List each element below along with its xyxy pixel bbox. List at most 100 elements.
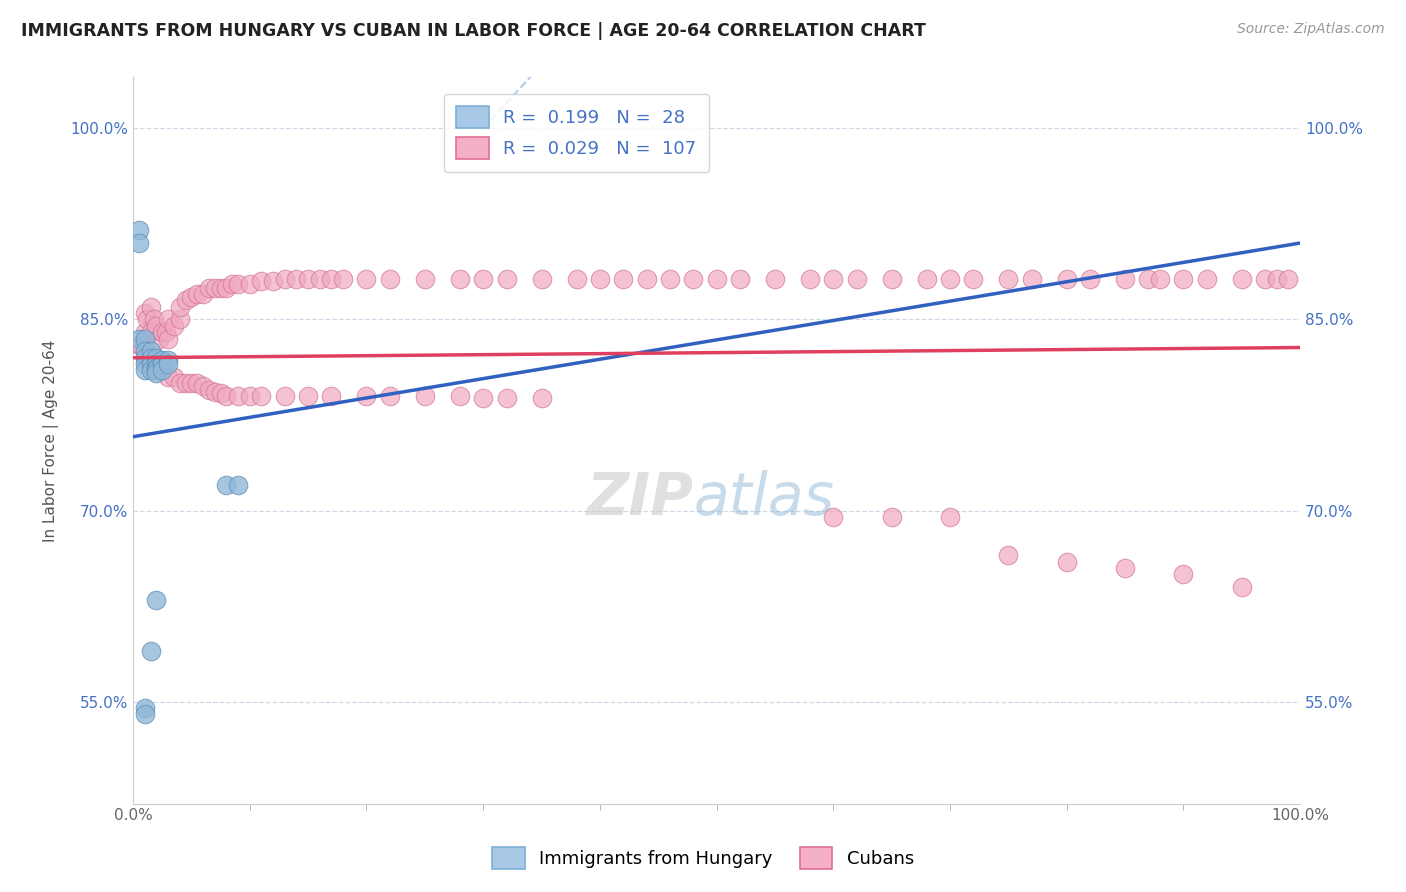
Point [129, 338, 152, 352]
Point [157, 312, 180, 326]
Point [204, 280, 226, 294]
Point [221, 277, 243, 291]
Point [472, 271, 495, 285]
Point [139, 363, 162, 377]
Point [139, 644, 162, 658]
Point [250, 389, 273, 403]
Point [157, 332, 180, 346]
Point [1056, 555, 1078, 569]
Point [915, 271, 938, 285]
Point [378, 271, 401, 285]
Point [682, 271, 704, 285]
Point [495, 271, 517, 285]
Point [1021, 271, 1043, 285]
Point [139, 300, 162, 314]
Point [134, 701, 156, 715]
Point [472, 392, 495, 406]
Point [530, 271, 553, 285]
Point [823, 271, 845, 285]
Point [155, 325, 177, 339]
Point [962, 271, 984, 285]
Point [612, 271, 634, 285]
Point [186, 287, 208, 301]
Point [134, 344, 156, 359]
Point [658, 271, 681, 285]
Point [191, 287, 214, 301]
Point [250, 274, 273, 288]
Point [198, 280, 221, 294]
Point [1114, 271, 1136, 285]
Point [145, 318, 167, 333]
Point [145, 360, 167, 375]
Point [134, 707, 156, 722]
Point [157, 353, 180, 368]
Point [128, 338, 150, 352]
Point [799, 271, 821, 285]
Text: Source: ZipAtlas.com: Source: ZipAtlas.com [1237, 22, 1385, 37]
Point [180, 289, 202, 303]
Point [150, 363, 173, 377]
Text: atlas: atlas [693, 470, 834, 527]
Point [1173, 567, 1195, 582]
Point [1265, 271, 1288, 285]
Point [297, 271, 319, 285]
Point [139, 357, 162, 371]
Point [174, 293, 197, 308]
Point [157, 357, 180, 371]
Point [226, 478, 249, 492]
Point [174, 376, 197, 391]
Point [636, 271, 658, 285]
Point [530, 392, 553, 406]
Point [356, 389, 378, 403]
Point [148, 332, 170, 346]
Point [997, 271, 1019, 285]
Point [186, 376, 208, 391]
Point [150, 325, 173, 339]
Point [1277, 271, 1299, 285]
Point [139, 351, 162, 365]
Legend: Immigrants from Hungary, Cubans: Immigrants from Hungary, Cubans [485, 839, 921, 876]
Point [191, 378, 214, 392]
Point [134, 332, 156, 346]
Point [198, 383, 221, 397]
Point [145, 363, 167, 377]
Point [823, 510, 845, 524]
Legend: R =  0.199   N =  28, R =  0.029   N =  107: R = 0.199 N = 28, R = 0.029 N = 107 [444, 94, 709, 172]
Point [169, 312, 191, 326]
Point [209, 280, 232, 294]
Point [134, 357, 156, 371]
Point [143, 357, 166, 371]
Point [297, 389, 319, 403]
Point [262, 274, 284, 288]
Point [150, 363, 173, 377]
Point [845, 271, 868, 285]
Point [239, 277, 262, 291]
Point [134, 351, 156, 365]
Point [128, 235, 150, 250]
Point [1173, 271, 1195, 285]
Point [1114, 561, 1136, 575]
Point [1078, 271, 1101, 285]
Point [136, 351, 159, 365]
Point [332, 271, 354, 285]
Point [495, 392, 517, 406]
Point [880, 510, 903, 524]
Point [589, 271, 612, 285]
Point [226, 389, 249, 403]
Point [1137, 271, 1160, 285]
Point [136, 312, 159, 326]
Point [134, 306, 156, 320]
Point [565, 271, 588, 285]
Point [939, 510, 962, 524]
Point [169, 300, 191, 314]
Point [150, 353, 173, 368]
Point [145, 592, 167, 607]
Point [145, 357, 167, 371]
Point [321, 271, 343, 285]
Point [1230, 580, 1253, 594]
Point [145, 366, 167, 380]
Y-axis label: In Labor Force | Age 20-64: In Labor Force | Age 20-64 [44, 339, 59, 541]
Point [1254, 271, 1277, 285]
Point [145, 351, 167, 365]
Point [1230, 271, 1253, 285]
